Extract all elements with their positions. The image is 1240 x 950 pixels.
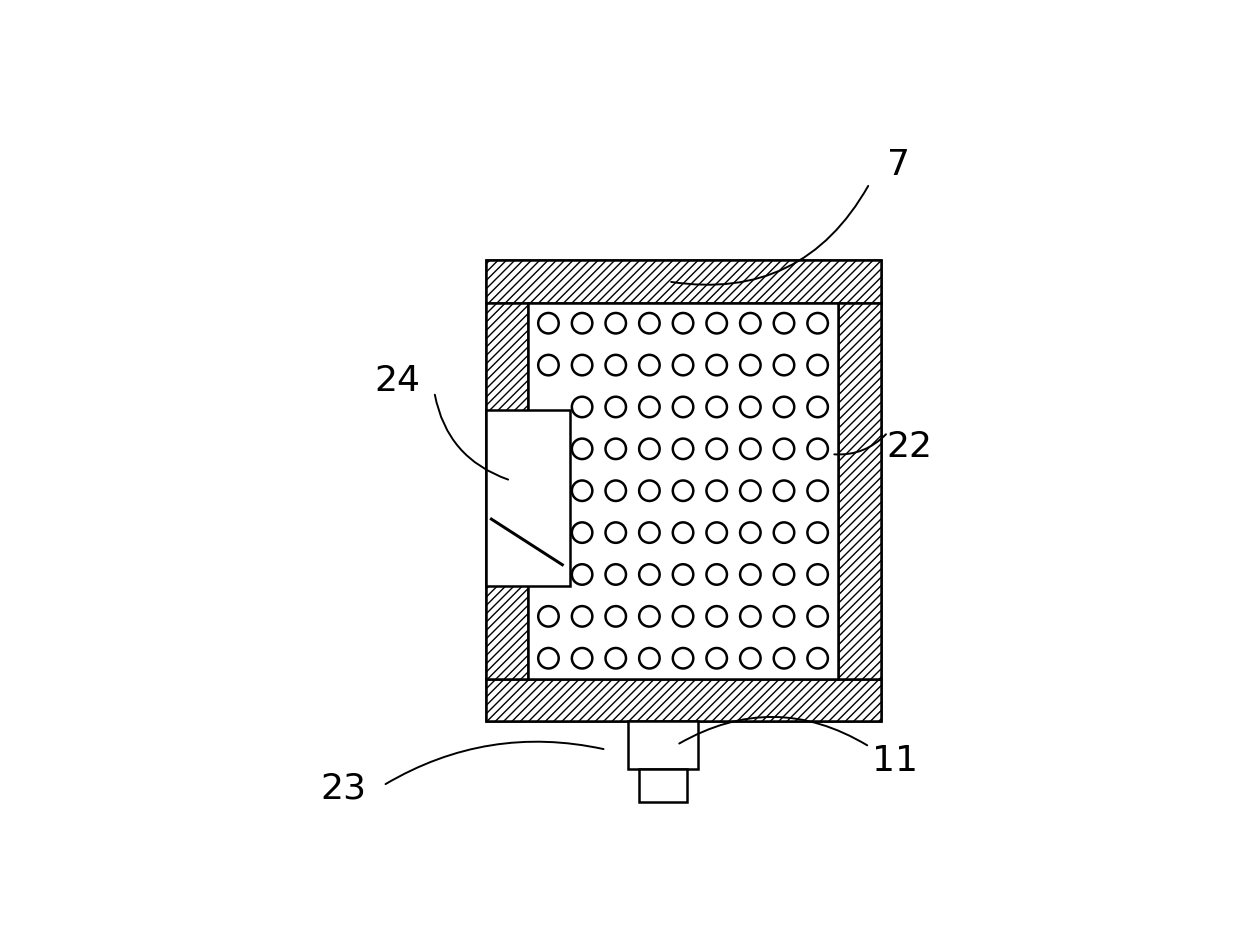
Circle shape — [707, 355, 727, 375]
Text: 11: 11 — [872, 745, 918, 778]
Circle shape — [707, 439, 727, 459]
Circle shape — [740, 648, 760, 669]
Text: 23: 23 — [320, 771, 366, 806]
Circle shape — [673, 648, 693, 669]
Circle shape — [774, 313, 795, 333]
Circle shape — [572, 439, 593, 459]
Circle shape — [774, 439, 795, 459]
Bar — [486, 260, 880, 721]
Circle shape — [807, 564, 828, 584]
Circle shape — [639, 355, 660, 375]
Circle shape — [774, 481, 795, 501]
Circle shape — [605, 355, 626, 375]
Bar — [486, 303, 528, 678]
Circle shape — [740, 481, 760, 501]
Circle shape — [572, 481, 593, 501]
Circle shape — [673, 355, 693, 375]
Circle shape — [740, 606, 760, 627]
Circle shape — [605, 313, 626, 333]
Circle shape — [774, 606, 795, 627]
Bar — [486, 260, 880, 303]
Circle shape — [605, 522, 626, 542]
Circle shape — [605, 564, 626, 584]
Circle shape — [572, 397, 593, 417]
Circle shape — [605, 606, 626, 627]
Circle shape — [707, 481, 727, 501]
Circle shape — [707, 564, 727, 584]
Circle shape — [774, 564, 795, 584]
Bar — [629, 721, 698, 769]
Circle shape — [740, 564, 760, 584]
Circle shape — [707, 397, 727, 417]
Circle shape — [639, 481, 660, 501]
Circle shape — [605, 439, 626, 459]
Circle shape — [740, 313, 760, 333]
Circle shape — [673, 481, 693, 501]
Circle shape — [572, 564, 593, 584]
Circle shape — [639, 606, 660, 627]
Circle shape — [639, 564, 660, 584]
Bar — [639, 769, 687, 802]
Circle shape — [807, 648, 828, 669]
Bar — [838, 303, 880, 678]
Circle shape — [572, 648, 593, 669]
Circle shape — [740, 439, 760, 459]
Circle shape — [807, 313, 828, 333]
Circle shape — [707, 648, 727, 669]
Circle shape — [572, 606, 593, 627]
Circle shape — [605, 397, 626, 417]
Circle shape — [807, 439, 828, 459]
Bar — [486, 678, 880, 721]
Circle shape — [673, 606, 693, 627]
Circle shape — [538, 313, 559, 333]
Circle shape — [774, 648, 795, 669]
Circle shape — [807, 397, 828, 417]
Circle shape — [538, 606, 559, 627]
Circle shape — [673, 564, 693, 584]
Text: 22: 22 — [887, 429, 932, 464]
Circle shape — [740, 355, 760, 375]
Bar — [486, 410, 569, 586]
Circle shape — [639, 397, 660, 417]
Circle shape — [774, 355, 795, 375]
Circle shape — [807, 481, 828, 501]
Circle shape — [605, 481, 626, 501]
Text: 24: 24 — [374, 364, 420, 398]
Circle shape — [538, 648, 559, 669]
Circle shape — [572, 522, 593, 542]
Bar — [528, 303, 838, 678]
Circle shape — [774, 522, 795, 542]
Circle shape — [639, 313, 660, 333]
Circle shape — [740, 522, 760, 542]
Circle shape — [807, 355, 828, 375]
Circle shape — [673, 397, 693, 417]
Circle shape — [572, 355, 593, 375]
Circle shape — [673, 313, 693, 333]
Circle shape — [807, 522, 828, 542]
Circle shape — [740, 397, 760, 417]
Circle shape — [673, 522, 693, 542]
Text: 7: 7 — [888, 148, 910, 182]
Circle shape — [707, 522, 727, 542]
Circle shape — [807, 606, 828, 627]
Circle shape — [707, 313, 727, 333]
Circle shape — [639, 439, 660, 459]
Circle shape — [707, 606, 727, 627]
Circle shape — [639, 522, 660, 542]
Circle shape — [572, 313, 593, 333]
Circle shape — [538, 355, 559, 375]
Circle shape — [673, 439, 693, 459]
Circle shape — [639, 648, 660, 669]
Circle shape — [605, 648, 626, 669]
Circle shape — [774, 397, 795, 417]
